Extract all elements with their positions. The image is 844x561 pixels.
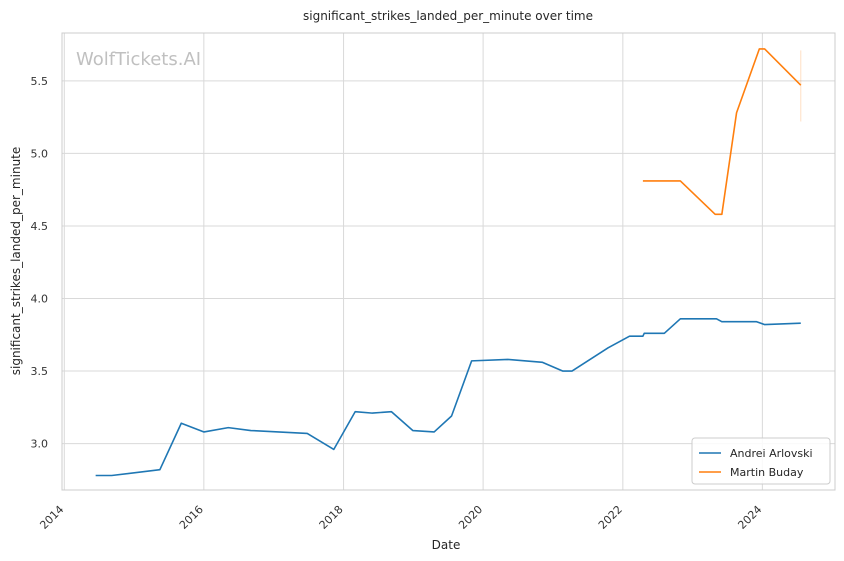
y-axis-title: significant_strikes_landed_per_minute xyxy=(9,147,23,376)
x-tick-label: 2016 xyxy=(177,503,206,532)
y-tick-label: 5.5 xyxy=(31,75,49,88)
x-tick-labels: 2014 2016 2018 2020 2022 2024 xyxy=(37,503,764,532)
series-line-andrei-arlovski xyxy=(95,318,801,477)
legend-box xyxy=(691,437,831,485)
x-tick-label: 2022 xyxy=(596,503,625,532)
x-tick-label: 2020 xyxy=(456,503,485,532)
y-tick-label: 4.0 xyxy=(31,292,49,305)
grid xyxy=(62,33,835,490)
chart-title: significant_strikes_landed_per_minute ov… xyxy=(303,9,593,23)
plot-frame xyxy=(61,32,836,491)
y-tick-label: 3.5 xyxy=(31,365,49,378)
x-tick-label: 2014 xyxy=(37,503,66,532)
series-line-martin-buday xyxy=(642,48,802,216)
legend-label-andrei-arlovski: Andrei Arlovski xyxy=(730,447,813,460)
x-tick-label: 2024 xyxy=(735,503,764,532)
y-tick-labels: 3.0 3.5 4.0 4.5 5.0 5.5 xyxy=(31,75,49,451)
y-tick-label: 4.5 xyxy=(31,220,49,233)
y-tick-label: 5.0 xyxy=(31,147,49,160)
y-tick-label: 3.0 xyxy=(31,438,49,451)
legend-label-martin-buday: Martin Buday xyxy=(730,466,804,479)
legend: Andrei Arlovski Martin Buday xyxy=(691,437,831,485)
watermark-text: WolfTickets.AI xyxy=(76,49,201,70)
x-tick-label: 2018 xyxy=(317,503,346,532)
plot-background xyxy=(62,33,835,490)
series-lines xyxy=(95,48,802,477)
x-axis-title: Date xyxy=(432,538,461,552)
